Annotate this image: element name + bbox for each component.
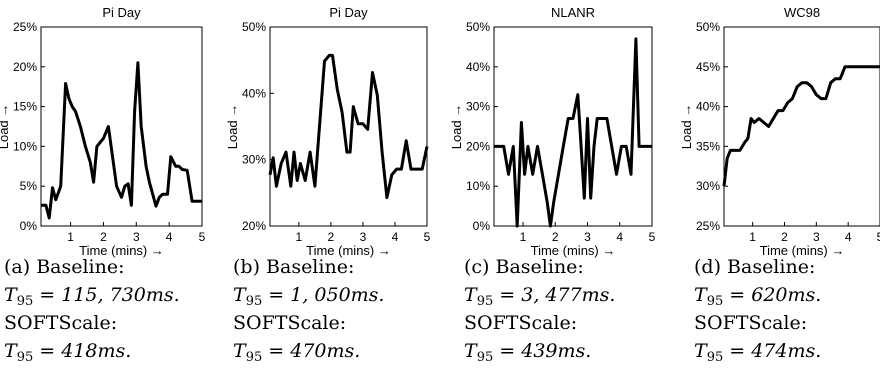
y-tick-label: 20% (242, 219, 266, 233)
x-tick-label: 3 (133, 230, 140, 244)
y-tick-label: 0% (473, 219, 491, 233)
x-tick-label: 4 (845, 230, 852, 244)
x-tick-label: 5 (424, 230, 431, 244)
plot-frame (493, 26, 653, 227)
y-axis-label: Load → (0, 104, 11, 150)
y-axis-label: Load → (225, 104, 240, 150)
y-tick-label: 10% (466, 179, 490, 193)
chart-panel-3: NLANR 0% 10% 20% 30% 40% 50% 1 2 3 4 5 Time (mins) →… (449, 5, 656, 258)
chart-panel-2: Pi Day 20% 30% 40% 50% 1 2 3 4 5 Time (mins) → Load… (225, 5, 431, 258)
caption-label: (d) Baseline: (694, 256, 816, 278)
plot-frame (269, 26, 428, 227)
y-tick-label: 30% (466, 100, 490, 114)
x-tick-label: 2 (552, 230, 559, 244)
caption-label: (a) Baseline: (4, 256, 125, 278)
y-tick-label: 20% (13, 60, 37, 74)
x-tick-label: 2 (328, 230, 335, 244)
x-axis-label: Time (mins) → (531, 243, 616, 258)
caption-softscale-label: SOFTScale: (233, 312, 347, 334)
x-tick-label: 5 (877, 230, 880, 244)
y-tick-label: 30% (696, 179, 720, 193)
caption-softscale-value: T95 = 474ms. (694, 340, 822, 365)
x-tick-label: 1 (67, 230, 74, 244)
y-tick-label: 5% (20, 179, 38, 193)
y-tick-label: 25% (696, 219, 720, 233)
y-tick-label: 40% (696, 100, 720, 114)
caption-baseline-value: T95 = 620ms. (694, 284, 822, 309)
series-line (268, 53, 429, 200)
y-tick-label: 15% (13, 100, 37, 114)
plot-frame (40, 26, 203, 227)
y-tick-label: 10% (13, 139, 37, 153)
chart-title: NLANR (551, 5, 595, 20)
caption-softscale-value: T95 = 418ms. (4, 340, 132, 365)
chart-title: WC98 (784, 5, 820, 20)
caption-label: (c) Baseline: (464, 256, 584, 278)
x-tick-label: 1 (520, 230, 527, 244)
caption-softscale-label: SOFTScale: (4, 312, 118, 334)
x-axis-label: Time (mins) → (79, 243, 164, 258)
series-line (41, 61, 202, 220)
caption-3: (c) Baseline: T95 = 3, 477ms. SOFTScale: T9… (464, 253, 615, 365)
y-tick-label: 50% (242, 20, 266, 34)
caption-softscale-label: SOFTScale: (694, 312, 808, 334)
caption-2: (b) Baseline: T95 = 1, 050ms. SOFTScale: T9… (233, 253, 384, 365)
y-tick-label: 35% (696, 139, 720, 153)
plot-frame (723, 26, 880, 227)
y-tick-label: 40% (242, 86, 266, 100)
x-tick-label: 2 (100, 230, 107, 244)
caption-baseline-value: T95 = 3, 477ms. (464, 284, 616, 309)
x-tick-label: 5 (199, 230, 206, 244)
caption-baseline-value: T95 = 115, 730ms. (4, 284, 180, 309)
y-tick-label: 50% (696, 20, 720, 34)
y-tick-label: 20% (466, 139, 490, 153)
caption-label: (b) Baseline: (233, 256, 355, 278)
caption-4: (d) Baseline: T95 = 620ms. SOFTScale: T95 =… (694, 253, 821, 365)
caption-baseline-value: T95 = 1, 050ms. (233, 284, 385, 309)
x-axis-label: Time (mins) → (306, 243, 391, 258)
chart-panel-4: WC98 25% 30% 35% 40% 45% 50% 1 2 3 4 5 Time (mins) →… (679, 5, 880, 258)
x-tick-label: 2 (781, 230, 788, 244)
caption-1: (a) Baseline: T95 = 115, 730ms. SOFTScale:… (4, 253, 180, 365)
chart-title: Pi Day (102, 5, 141, 20)
y-tick-label: 50% (466, 20, 490, 34)
x-tick-label: 3 (813, 230, 820, 244)
x-tick-label: 1 (295, 230, 302, 244)
x-tick-label: 4 (392, 230, 399, 244)
x-tick-label: 4 (166, 230, 173, 244)
y-tick-label: 40% (466, 60, 490, 74)
x-axis-label: Time (mins) → (760, 243, 845, 258)
caption-softscale-label: SOFTScale: (464, 312, 578, 334)
y-axis-label: Load → (449, 104, 464, 150)
y-axis-label: Load → (679, 104, 694, 150)
x-tick-label: 3 (360, 230, 367, 244)
y-tick-label: 25% (13, 20, 37, 34)
y-tick-label: 0% (20, 219, 38, 233)
x-tick-label: 4 (616, 230, 623, 244)
chart-title: Pi Day (329, 5, 368, 20)
y-tick-label: 30% (242, 153, 266, 167)
x-tick-label: 5 (649, 230, 656, 244)
caption-softscale-value: T95 = 470ms. (233, 340, 361, 365)
chart-panel-1: Pi Day 0% 5% 10% 15% 20% 25% 1 2 3 4 5 Time (mins) →… (0, 5, 206, 258)
series-line (494, 37, 652, 228)
x-tick-label: 1 (749, 230, 756, 244)
y-tick-label: 45% (696, 60, 720, 74)
x-tick-label: 3 (584, 230, 591, 244)
caption-softscale-value: T95 = 439ms. (464, 340, 592, 365)
series-line (722, 65, 880, 187)
